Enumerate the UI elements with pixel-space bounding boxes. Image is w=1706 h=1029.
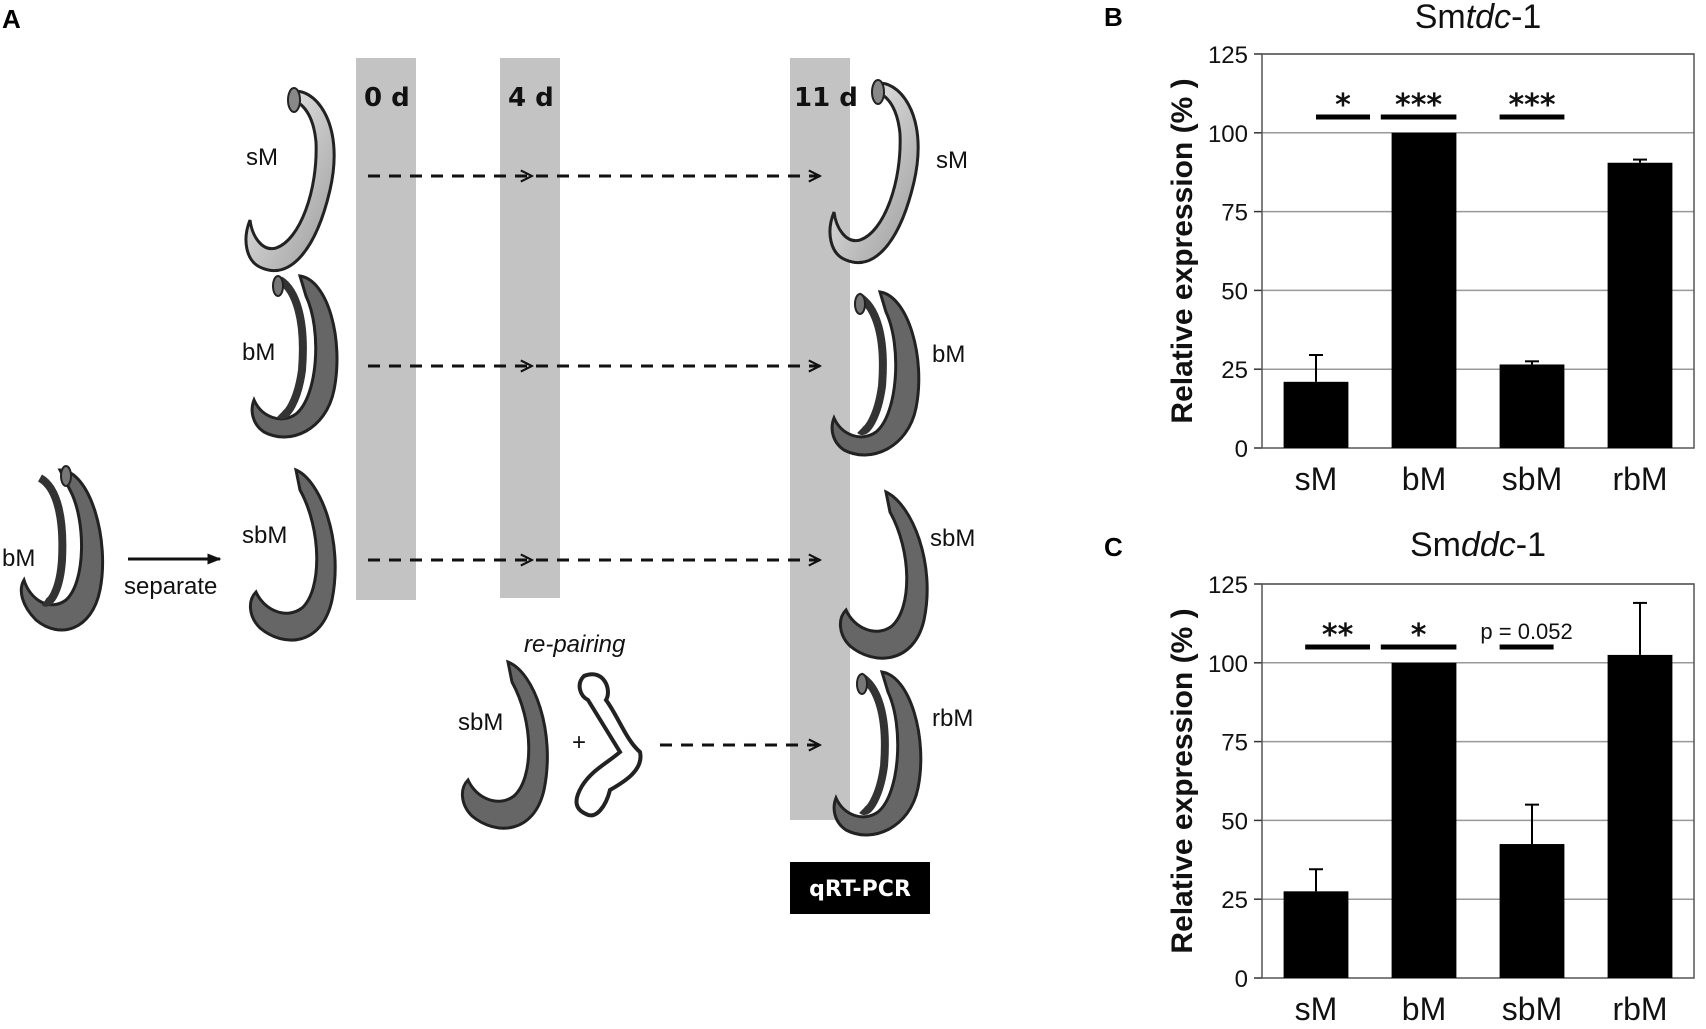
y-tick-label: 0 xyxy=(1235,436,1248,463)
bar-sbM xyxy=(1499,844,1565,978)
chart-title-suffix: -1 xyxy=(1516,526,1546,564)
y-tick-label: 25 xyxy=(1221,357,1248,384)
label-plus: + xyxy=(572,729,586,756)
qrt-pcr-box xyxy=(790,862,930,914)
x-tick-label: rbM xyxy=(1612,991,1667,1027)
y-tick-label: 25 xyxy=(1221,887,1248,914)
y-tick-label: 100 xyxy=(1208,121,1248,148)
significance-label: ** xyxy=(1322,618,1354,653)
day-label-0: 0 d xyxy=(364,83,410,113)
worm-rbm-right xyxy=(832,670,923,837)
day-label-11: 11 d xyxy=(794,83,858,113)
x-tick-label: sM xyxy=(1295,991,1338,1027)
worm-bm-right xyxy=(830,290,921,457)
label-bm-start: bM xyxy=(2,545,35,572)
worm-sm-left xyxy=(244,87,336,273)
y-tick-label: 100 xyxy=(1208,651,1248,678)
significance-label: *** xyxy=(1395,88,1442,123)
band-day-4 xyxy=(500,58,560,598)
chart-title-gene: ddc xyxy=(1461,526,1516,564)
x-tick-label: sbM xyxy=(1502,461,1562,497)
chart-title-prefix: Sm xyxy=(1410,526,1461,564)
worm-sbm-left xyxy=(249,467,337,642)
chart-title-suffix: -1 xyxy=(1511,0,1541,36)
label-sm-left: sM xyxy=(246,144,278,171)
x-tick-label: sM xyxy=(1295,461,1338,497)
y-tick-label: 50 xyxy=(1221,808,1248,835)
y-tick-label: 0 xyxy=(1235,966,1248,993)
label-bm-right: bM xyxy=(932,341,965,368)
y-axis-label: Relative expression (% ) xyxy=(1166,608,1199,953)
y-tick-label: 125 xyxy=(1208,572,1248,599)
worm-sbm-repair xyxy=(461,659,549,830)
panel-a: A 0 d 4 d 11 d separate xyxy=(2,4,975,914)
label-sbm-right: sbM xyxy=(930,525,975,552)
label-sbm-left: sbM xyxy=(242,522,287,549)
y-tick-label: 125 xyxy=(1208,42,1248,69)
panel-label: C xyxy=(1104,532,1123,562)
bar-sbM xyxy=(1499,364,1565,448)
x-tick-label: bM xyxy=(1402,991,1446,1027)
bar-sM xyxy=(1283,381,1349,448)
day-label-4: 4 d xyxy=(508,83,554,113)
significance-label: *** xyxy=(1508,88,1555,123)
worm-bm-left xyxy=(250,274,339,439)
chart-title: Smddc-1 xyxy=(1410,526,1546,564)
y-tick-label: 75 xyxy=(1221,730,1248,757)
y-tick-label: 75 xyxy=(1221,200,1248,227)
significance-label: * xyxy=(1411,618,1427,653)
label-sm-right: sM xyxy=(936,147,968,174)
chart-title-prefix: Sm xyxy=(1415,0,1466,36)
worm-bm-start xyxy=(19,465,105,632)
separate-label: separate xyxy=(124,573,217,600)
bar-rbM xyxy=(1607,654,1673,978)
label-rbm-right: rbM xyxy=(932,705,973,732)
panel-label: B xyxy=(1104,2,1123,32)
label-bm-left: bM xyxy=(242,339,275,366)
significance-label: * xyxy=(1335,88,1351,123)
plot-frame xyxy=(1261,583,1695,979)
significance-label: p = 0.052 xyxy=(1480,619,1572,644)
y-axis-label: Relative expression (% ) xyxy=(1166,78,1199,423)
y-tick-label: 50 xyxy=(1221,278,1248,305)
worm-female xyxy=(574,672,643,818)
x-tick-label: sbM xyxy=(1502,991,1562,1027)
chart-title: Smtdc-1 xyxy=(1415,0,1542,36)
x-tick-label: bM xyxy=(1402,461,1446,497)
bar-bM xyxy=(1391,132,1457,449)
worm-sbm-right xyxy=(839,489,929,660)
bar-sM xyxy=(1283,891,1349,978)
chart-title-gene: tdc xyxy=(1466,0,1511,36)
worm-sm-right xyxy=(828,79,920,265)
plot-frame xyxy=(1261,53,1695,449)
bar-rbM xyxy=(1607,162,1673,448)
band-day-0 xyxy=(356,58,416,600)
panel-a-label: A xyxy=(2,4,21,34)
label-sbm-repair: sbM xyxy=(458,709,503,736)
qrt-pcr-label: qRT-PCR xyxy=(809,877,911,902)
bar-bM xyxy=(1391,662,1457,978)
label-repairing: re-pairing xyxy=(524,631,626,658)
x-tick-label: rbM xyxy=(1612,461,1667,497)
